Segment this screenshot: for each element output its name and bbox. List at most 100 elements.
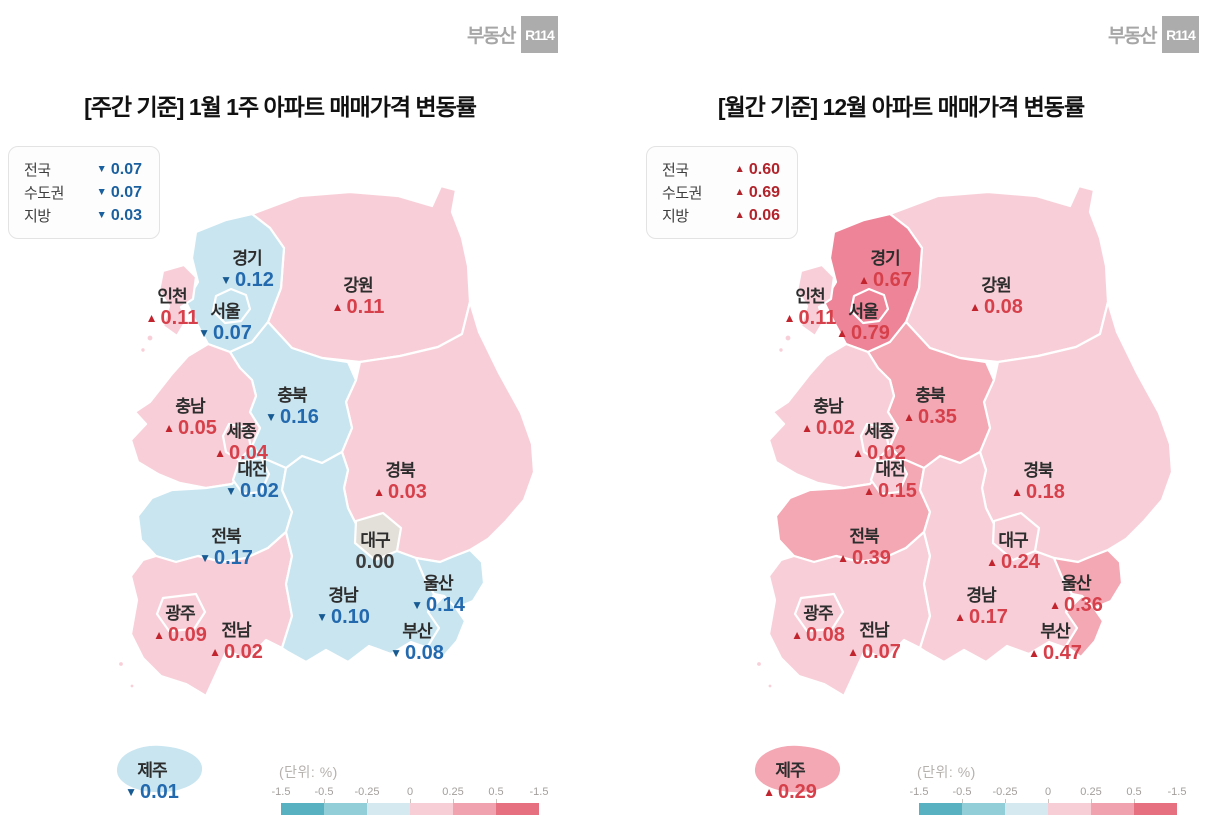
map-region-gwangju	[155, 592, 207, 633]
region-value: ▼ 0.12	[220, 269, 274, 291]
region-label-gwangju: 광주 ▲ 0.08	[791, 605, 845, 645]
scale-tick-mark	[324, 799, 325, 803]
scale-segment	[1048, 803, 1091, 815]
region-name: 경북	[1023, 461, 1053, 480]
region-name: 세종	[226, 422, 256, 441]
region-label-jeonnam: 전남 ▲ 0.07	[847, 622, 901, 662]
unit-label: (단위: %)	[917, 764, 976, 780]
summary-row: 지방 ▼ 0.03	[24, 204, 142, 227]
region-label-daegu: 대구 ▲ 0.24	[986, 532, 1040, 572]
region-value: ▲ 0.02	[852, 442, 906, 464]
map-region-jeju	[114, 743, 205, 795]
region-value: ▼ 0.17	[199, 547, 253, 569]
region-label-gyeongnam: 경남 ▲ 0.17	[954, 587, 1008, 627]
map-region-jeonnam	[767, 530, 932, 698]
down-triangle-icon: ▼	[96, 162, 107, 175]
up-triangle-icon: ▲	[791, 628, 803, 642]
region-name: 인천	[795, 287, 825, 306]
summary-box: 전국 ▲ 0.60 수도권 ▲ 0.69 지방 ▲ 0.06	[646, 146, 798, 239]
scale-tick-mark	[1134, 799, 1135, 803]
region-label-gyeonggi: 경기 ▲ 0.67	[858, 250, 912, 290]
region-value: ▲ 0.15	[863, 480, 917, 502]
region-label-seoul: 서울 ▲ 0.79	[836, 303, 890, 343]
region-label-chungnam: 충남 ▲ 0.02	[801, 398, 855, 438]
map-region-jeju	[752, 743, 843, 795]
region-value: ▼ 0.08	[390, 642, 444, 664]
region-value: ▼ 0.16	[265, 406, 319, 428]
summary-region-label: 지방	[24, 208, 51, 225]
scale-segment	[962, 803, 1005, 815]
summary-value: ▲ 0.06	[734, 206, 780, 224]
summary-region-label: 수도권	[24, 185, 64, 202]
map-region-gangwon	[250, 184, 472, 364]
region-name: 대전	[237, 460, 267, 479]
map-island-incheon	[777, 346, 785, 354]
up-triangle-icon: ▲	[209, 645, 221, 659]
region-label-seoul: 서울 ▼ 0.07	[198, 303, 252, 343]
up-triangle-icon: ▲	[163, 421, 175, 435]
down-triangle-icon: ▼	[390, 646, 402, 660]
region-value: ▼ 0.02	[225, 480, 279, 502]
monthly-map-content: 전국 ▲ 0.60 수도권 ▲ 0.69 지방 ▲ 0.06 경기 ▲ 0.67 강원 ▲ 0.08 인천 ▲…	[638, 0, 1226, 839]
region-value: ▲ 0.08	[791, 624, 845, 646]
korea-map	[752, 184, 1174, 795]
region-label-gangwon: 강원 ▲ 0.08	[969, 277, 1023, 317]
region-label-chungnam: 충남 ▲ 0.05	[163, 398, 217, 438]
region-name: 제주	[775, 761, 805, 780]
region-name: 전남	[221, 621, 251, 640]
map-island-incheon	[145, 333, 155, 343]
weekly-map-content: 전국 ▼ 0.07 수도권 ▼ 0.07 지방 ▼ 0.03 경기 ▼ 0.12 강원 ▲ 0.11 인천 ▲…	[8, 146, 548, 816]
region-value: ▲ 0.79	[836, 322, 890, 344]
scale-tick-label: 0.25	[1080, 786, 1102, 798]
map-region-jeonnam	[129, 530, 294, 698]
region-value: ▲ 0.07	[847, 641, 901, 663]
region-name: 강원	[981, 276, 1011, 295]
map-region-seoul	[849, 287, 890, 325]
region-value: ▲ 0.03	[373, 481, 427, 503]
scale-tick-mark	[962, 799, 963, 803]
region-name: 전북	[849, 527, 879, 546]
up-triangle-icon: ▲	[331, 300, 344, 314]
scale-segment	[410, 803, 453, 815]
scale-segment	[367, 803, 410, 815]
region-name: 경기	[232, 249, 262, 268]
scale-segment	[919, 803, 962, 815]
brand-logo: 부동산 R114	[467, 16, 558, 53]
region-label-chungbuk: 충북 ▼ 0.16	[265, 387, 319, 427]
region-value: ▲ 0.05	[163, 417, 217, 439]
down-triangle-icon: ▼	[199, 551, 211, 565]
summary-row: 지방 ▲ 0.06	[662, 204, 780, 227]
monthly-map-panel: [월간 기준] 12월 아파트 매매가격 변동률 부동산 R114 전국 ▲ 0.6…	[613, 0, 1226, 839]
summary-region-label: 전국	[24, 162, 51, 179]
scale-tick-mark	[1005, 799, 1006, 803]
down-triangle-icon: ▼	[220, 273, 232, 287]
region-name: 충남	[175, 397, 205, 416]
scale-segment	[1134, 803, 1177, 815]
summary-region-label: 지방	[662, 208, 689, 225]
region-value: ▲ 0.09	[153, 624, 207, 646]
up-triangle-icon: ▲	[903, 410, 915, 424]
region-name: 서울	[210, 302, 240, 321]
panel-title-monthly: [월간 기준] 12월 아파트 매매가격 변동률	[717, 94, 1085, 121]
region-label-jeju: 제주 ▲ 0.29	[763, 762, 817, 802]
region-name: 부산	[402, 622, 432, 641]
map-region-busan	[426, 594, 467, 659]
region-value: ▲ 0.67	[858, 269, 912, 291]
color-scale-legend: -1.5 -0.5 -0.25 0 0.25 0.5 -1.5	[272, 786, 548, 816]
up-triangle-icon: ▲	[734, 162, 745, 175]
summary-value: ▼ 0.03	[96, 206, 142, 224]
summary-row: 수도권 ▲ 0.69	[662, 181, 780, 204]
scale-segment	[1005, 803, 1048, 815]
region-name: 광주	[803, 604, 833, 623]
down-triangle-icon: ▼	[96, 208, 107, 221]
brand-text: 부동산	[1108, 26, 1157, 47]
region-value: ▼ 0.07	[198, 322, 252, 344]
region-value: ▲ 0.11	[783, 307, 837, 329]
brand-logo: 부동산 R114	[1108, 16, 1199, 53]
region-value: ▲ 0.18	[1011, 481, 1065, 503]
region-label-ulsan: 울산 ▲ 0.36	[1049, 575, 1103, 615]
scale-segment	[324, 803, 367, 815]
brand-badge: R114	[1162, 16, 1199, 53]
region-name: 대구	[360, 531, 390, 550]
region-name: 전북	[211, 527, 241, 546]
